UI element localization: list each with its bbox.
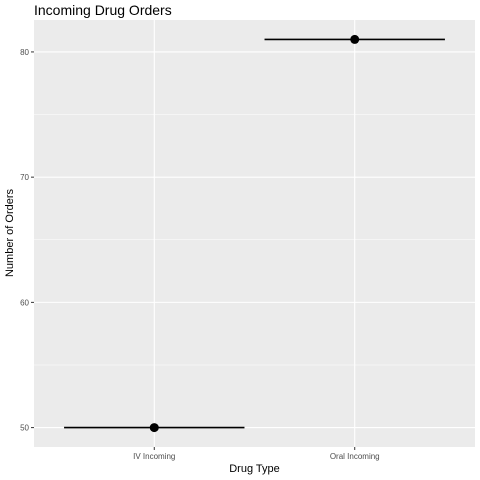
x-tick-label: Oral Incoming: [330, 452, 380, 461]
chart-title: Incoming Drug Orders: [34, 2, 172, 18]
data-point: [350, 34, 360, 44]
y-tick-label: 80: [20, 48, 29, 57]
plot-panel: [34, 20, 475, 447]
data-point: [149, 423, 159, 433]
x-axis-title: Drug Type: [229, 463, 280, 475]
y-axis: 50 60 70 80: [20, 48, 34, 433]
x-tick-label: IV Incoming: [133, 452, 175, 461]
x-axis: IV Incoming Oral Incoming: [133, 447, 380, 461]
y-tick-label: 50: [20, 424, 29, 433]
y-tick-label: 70: [20, 173, 29, 182]
y-axis-title: Number of Orders: [4, 188, 16, 277]
marks-layer: [64, 34, 445, 433]
y-tick-label: 60: [20, 298, 29, 307]
